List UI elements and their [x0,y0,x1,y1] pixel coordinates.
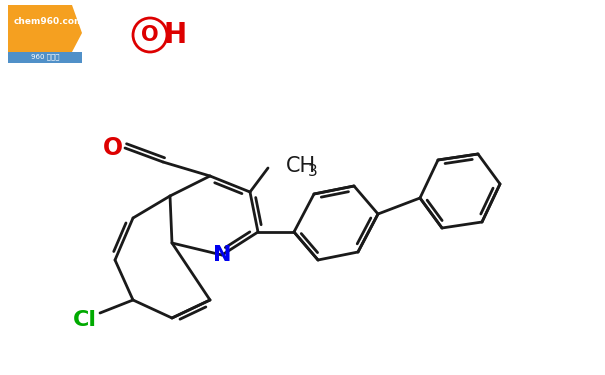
Polygon shape [8,5,82,52]
Text: O: O [103,136,123,160]
Text: H: H [163,21,186,49]
Text: CH: CH [286,156,316,176]
Text: 3: 3 [308,165,318,180]
Text: Cl: Cl [73,310,97,330]
Text: 960 化工网: 960 化工网 [31,54,59,60]
Polygon shape [8,52,82,63]
Text: chem960.com: chem960.com [14,18,84,27]
Text: O: O [141,25,159,45]
Text: N: N [213,245,231,265]
